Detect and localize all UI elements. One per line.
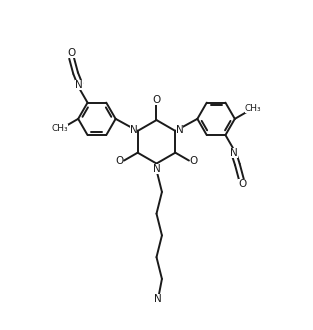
Text: O: O	[115, 155, 123, 166]
Text: N: N	[153, 164, 160, 174]
Text: CH₃: CH₃	[245, 104, 261, 114]
Text: N: N	[176, 125, 183, 135]
Text: CH₃: CH₃	[52, 124, 68, 133]
Text: O: O	[190, 155, 198, 166]
Text: O: O	[152, 95, 161, 105]
Text: N: N	[230, 148, 238, 158]
Text: N: N	[75, 80, 83, 90]
Text: N: N	[154, 294, 162, 305]
Text: O: O	[67, 48, 76, 58]
Text: N: N	[130, 125, 137, 135]
Text: O: O	[238, 180, 246, 189]
